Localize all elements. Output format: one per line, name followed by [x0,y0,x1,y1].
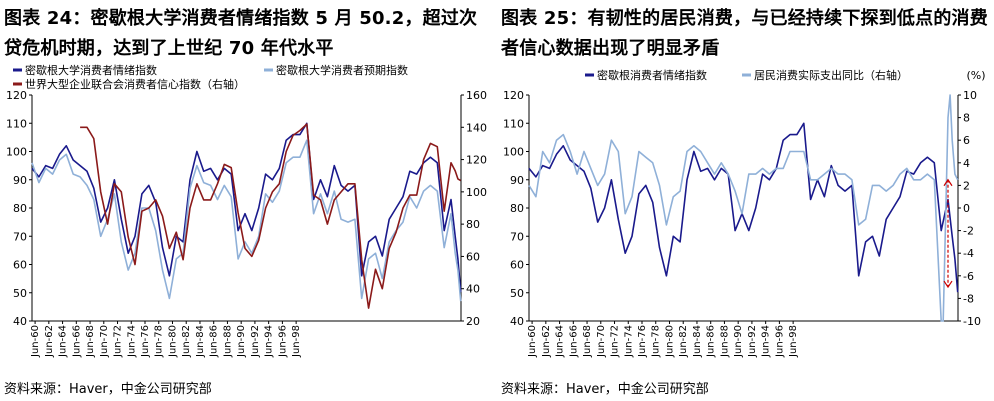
chart-panel-right: 图表 25：有韧性的居民消费，与已经持续下探到低点的消费者信心数据出现了明显矛盾… [497,0,994,401]
x-tick-label: Jun-72 [113,325,124,358]
left-tick-label: 50 [13,287,27,300]
x-tick-label: Jun-70 [596,325,607,358]
right-tick-label: -10 [963,315,981,328]
left-tick-label: 100 [6,146,27,159]
chart-panel-left: 图表 24：密歇根大学消费者情绪指数 5 月 50.2，超过次贷危机时期，达到了… [4,8,487,397]
right-tick-label: 8 [963,112,970,125]
x-tick-label: Jun-86 [706,325,717,358]
x-tick-label: Jun-98 [788,325,799,358]
x-tick-label: Jun-62 [44,325,55,358]
right-tick-label: -2 [963,225,974,238]
x-tick-label: Jun-70 [99,325,110,358]
x-tick-label: Jun-76 [637,325,648,358]
x-tick-label: Jun-82 [181,325,192,358]
right-tick-label: 100 [466,186,487,199]
right-tick-label: -6 [963,270,974,283]
left-tick-label: 40 [13,315,27,328]
series-line-2 [528,94,959,322]
x-tick-label: Jun-66 [568,325,579,358]
x-tick-label: Jun-74 [623,325,634,358]
left-tick-label: 70 [510,230,524,243]
x-tick-label: Jun-94 [761,325,772,358]
legend-label-2: 密歇根大学消费者预期指数 [276,63,408,77]
series-line-3 [80,123,462,309]
annotation-arrowhead-top [943,178,953,187]
left-tick-label: 120 [503,89,524,102]
left-tick-label: 50 [510,287,524,300]
right-tick-label: -8 [963,292,974,305]
right-tick-label: 10 [963,89,977,102]
left-tick-label: 110 [503,117,524,130]
x-tick-label: Jun-92 [747,325,758,358]
x-tick-label: Jun-80 [167,325,178,358]
right-tick-label: -4 [963,247,974,260]
left-tick-label: 40 [510,315,524,328]
left-tick-label: 110 [6,117,27,130]
annotation-arrowhead-bottom [943,280,953,289]
left-tick-label: 90 [13,174,27,187]
right-unit-label: (%) [966,69,985,82]
x-tick-label: Jun-60 [30,325,41,358]
left-tick-label: 120 [6,89,27,102]
x-tick-label: Jun-66 [71,325,82,358]
x-tick-label: Jun-90 [733,325,744,358]
x-tick-label: Jun-78 [651,325,662,358]
x-tick-label: Jun-64 [555,325,566,358]
left-tick-label: 100 [503,146,524,159]
legend-label-1: 密歇根大学消费者情绪指数 [25,63,157,77]
series-line-2 [31,139,462,302]
x-tick-label: Jun-94 [264,325,275,358]
right-tick-label: 60 [466,250,480,263]
x-tick-label: Jun-96 [774,325,785,358]
right-tick-label: 80 [466,218,480,231]
x-tick-label: Jun-84 [692,325,703,358]
series-line-1 [31,122,462,293]
left-tick-label: 80 [13,202,27,215]
x-tick-label: Jun-62 [541,325,552,358]
legend-label-1: 密歇根消费者情绪指数 [597,68,707,82]
source-note-right: 资料来源：Haver，中金公司研究部 [501,382,709,397]
left-tick-label: 60 [510,259,524,272]
x-tick-label: Jun-86 [209,325,220,358]
x-tick-label: Jun-78 [154,325,165,358]
right-tick-label: 0 [963,202,970,215]
chart-title-right: 图表 25：有韧性的居民消费，与已经持续下探到低点的消费者信心数据出现了明显矛盾 [501,8,988,59]
series-line-1 [528,122,959,293]
x-tick-label: Jun-74 [126,325,137,358]
x-tick-label: Jun-64 [58,325,69,358]
x-tick-label: Jun-98 [291,325,302,358]
x-tick-label: Jun-72 [610,325,621,358]
x-tick-label: Jun-92 [250,325,261,358]
left-tick-label: 80 [510,202,524,215]
right-tick-label: 160 [466,89,487,102]
chart-title-left: 图表 24：密歇根大学消费者情绪指数 5 月 50.2，超过次贷危机时期，达到了… [4,8,478,59]
right-tick-label: 4 [963,157,970,170]
right-tick-label: 20 [466,315,480,328]
x-tick-label: Jun-88 [222,325,233,358]
right-tick-label: 40 [466,283,480,296]
x-tick-label: Jun-90 [236,325,247,358]
x-tick-label: Jun-76 [140,325,151,358]
right-tick-label: 2 [963,179,970,192]
left-tick-label: 60 [13,259,27,272]
source-note-left: 资料来源：Haver，中金公司研究部 [4,382,212,397]
legend-label-3: 世界大型企业联合会消费者信心指数（右轴） [25,77,245,91]
chart-right: 120 110 100 90 80 70 60 50 40 10 8 6 4 2 0 -2 -4 -6 -8 -10 (… [503,68,986,358]
x-tick-label: Jun-84 [195,325,206,358]
right-tick-label: 6 [963,134,970,147]
x-tick-label: Jun-82 [678,325,689,358]
right-tick-label: 140 [466,121,487,134]
left-tick-label: 90 [510,174,524,187]
x-tick-label: Jun-80 [664,325,675,358]
legend-label-2: 居民消费实际支出同比（右轴） [754,68,908,82]
right-tick-label: 120 [466,154,487,167]
x-tick-label: Jun-88 [719,325,730,358]
x-tick-label: Jun-68 [582,325,593,358]
left-tick-label: 70 [13,230,27,243]
chart-left: 120 110 100 90 80 70 60 50 40 160 140 120 100 80 60 40 2… [6,63,487,358]
x-tick-label: Jun-60 [527,325,538,358]
x-tick-label: Jun-68 [85,325,96,358]
x-tick-label: Jun-96 [277,325,288,358]
